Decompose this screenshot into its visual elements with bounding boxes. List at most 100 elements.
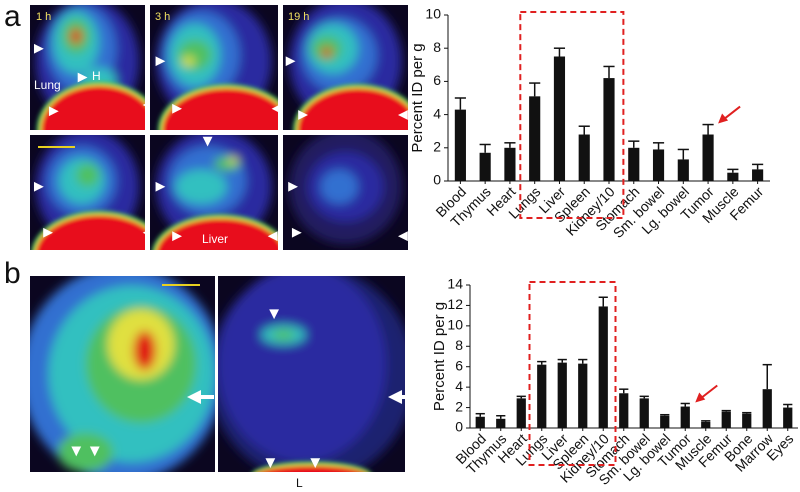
panel-label: a <box>4 0 21 33</box>
arrowhead <box>172 231 182 242</box>
bar <box>516 398 526 428</box>
heatmap-tile <box>150 135 278 250</box>
y-tick-label: 10 <box>425 6 441 22</box>
bar <box>652 149 665 181</box>
arrowhead <box>34 43 44 54</box>
organ <box>157 218 278 250</box>
blob <box>57 432 114 472</box>
arrowhead <box>291 227 302 238</box>
annotation: Liver <box>202 232 228 246</box>
arrowhead <box>265 458 276 469</box>
annotation: H <box>92 69 101 83</box>
arrowhead <box>285 56 296 67</box>
arrowhead <box>271 105 278 112</box>
blobs <box>30 276 215 472</box>
y-tick-label: 2 <box>433 139 441 155</box>
heatmap-tile <box>283 135 408 250</box>
bar <box>677 159 689 181</box>
blobs <box>289 135 402 245</box>
bar <box>475 416 485 428</box>
arrowhead <box>310 458 321 469</box>
panel-label: b <box>4 257 21 290</box>
bar <box>701 421 711 428</box>
bar <box>721 411 731 428</box>
bar <box>598 306 608 428</box>
time-label: 19 h <box>288 11 309 23</box>
arrowhead <box>89 446 100 457</box>
y-tick-label: 0 <box>433 172 441 188</box>
bar <box>639 398 649 428</box>
annotation: L <box>296 476 303 490</box>
bar <box>504 147 516 181</box>
arrow <box>388 390 410 404</box>
organ <box>41 86 145 130</box>
bar <box>529 96 541 181</box>
bar <box>537 364 547 428</box>
time-label: 3 h <box>155 11 170 23</box>
highlight-box <box>528 281 617 466</box>
bar <box>619 393 629 428</box>
y-axis-label: Percent ID per g <box>431 302 448 411</box>
highlight-box <box>519 11 625 219</box>
arrowhead <box>34 181 44 192</box>
arrowhead <box>155 56 166 67</box>
body <box>31 210 145 250</box>
arrowhead <box>142 231 145 234</box>
bar <box>578 363 588 428</box>
bar <box>752 169 764 181</box>
blob <box>178 40 212 70</box>
arrowhead <box>77 72 88 83</box>
body <box>293 83 408 130</box>
blob <box>228 156 239 164</box>
y-tick-label: 10 <box>447 317 463 333</box>
bar <box>557 362 567 428</box>
body <box>252 461 371 472</box>
body <box>36 81 145 130</box>
heatmap-tile <box>30 276 215 472</box>
arrow <box>187 390 214 404</box>
bar <box>680 406 690 428</box>
y-tick-label: 8 <box>433 39 441 55</box>
blob <box>218 276 387 463</box>
arrowhead <box>48 106 59 117</box>
arrowhead <box>142 103 145 107</box>
blob <box>70 28 82 44</box>
heatmap-tile <box>30 5 145 130</box>
y-tick-label: 6 <box>455 357 463 373</box>
bar <box>479 152 491 181</box>
organ <box>36 215 145 250</box>
bar <box>742 413 752 428</box>
blob <box>321 47 332 58</box>
arrowhead <box>398 231 408 242</box>
heatmap-tile <box>218 276 405 472</box>
annotation: Lung <box>34 78 61 92</box>
y-tick-label: 12 <box>447 296 463 312</box>
arrowhead <box>43 227 53 238</box>
bar <box>727 172 739 181</box>
blob <box>175 169 227 204</box>
images <box>30 5 410 472</box>
bar <box>762 389 772 428</box>
body <box>152 213 278 250</box>
bar <box>628 147 640 181</box>
blob <box>133 330 156 371</box>
blobs <box>218 276 405 472</box>
y-tick-label: 0 <box>455 419 463 435</box>
arrowhead <box>71 446 82 457</box>
organ <box>162 88 278 130</box>
heatmap-tile <box>283 5 408 130</box>
blob <box>76 163 99 187</box>
y-tick-label: 4 <box>455 378 463 394</box>
bar <box>702 134 714 181</box>
y-tick-label: 2 <box>455 398 463 414</box>
organ <box>298 88 408 130</box>
bar <box>454 109 466 181</box>
organ <box>260 466 363 472</box>
arrowhead <box>172 103 182 114</box>
y-tick-label: 6 <box>433 72 441 88</box>
y-tick-label: 14 <box>447 276 463 292</box>
arrowhead <box>298 110 308 120</box>
bar <box>553 56 566 181</box>
pointer-arrowhead <box>718 113 729 124</box>
